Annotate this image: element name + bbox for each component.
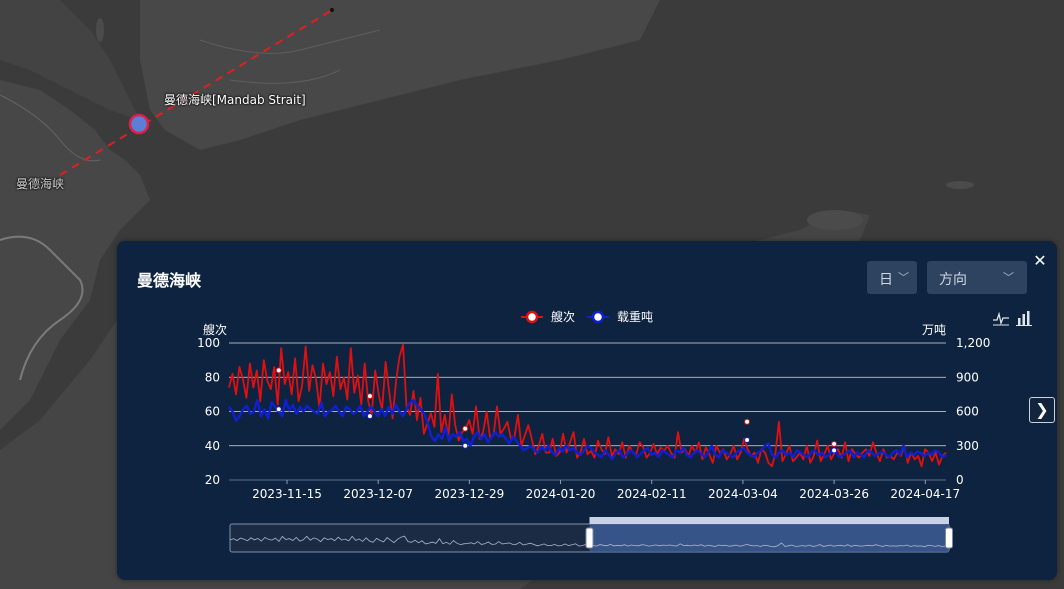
line-chart-icon[interactable]	[992, 309, 1010, 327]
legend-label-0: 艘次	[551, 309, 575, 324]
region-label: 曼德海峡	[16, 177, 65, 191]
x-tick-label: 2023-11-15	[252, 487, 322, 501]
y-right-tick-label: 1,200	[956, 336, 990, 350]
data-point-marker[interactable]	[366, 413, 373, 420]
direction-select-placeholder: 方向	[939, 272, 967, 288]
zoom-handle-right[interactable]	[945, 527, 953, 549]
y-right-tick-label: 900	[956, 370, 979, 384]
direction-select[interactable]: 方向 ﹀	[927, 261, 1027, 294]
zoom-handle-left[interactable]	[585, 527, 594, 549]
y-right-axis-label: 万吨	[922, 323, 946, 337]
period-select[interactable]: 日 ﹀	[867, 261, 917, 294]
y-left-axis-label: 艘次	[203, 322, 227, 337]
island	[96, 18, 104, 42]
data-point-marker[interactable]	[275, 406, 282, 413]
data-point-marker[interactable]	[462, 425, 469, 432]
legend-label-1: 载重吨	[617, 310, 653, 324]
data-point-marker[interactable]	[275, 367, 282, 374]
data-point-marker[interactable]	[744, 437, 751, 444]
y-left-tick-label: 40	[205, 439, 220, 453]
x-tick-label: 2024-01-20	[526, 487, 596, 501]
y-left-tick-label: 60	[205, 405, 220, 419]
chevron-right-icon[interactable]: ❯	[1029, 397, 1055, 423]
y-left-tick-label: 100	[197, 336, 220, 350]
shipping-route-line	[59, 9, 333, 176]
chevron-down-icon: ﹀	[898, 271, 909, 284]
strait-marker[interactable]	[128, 113, 150, 135]
series-line-tonnage	[228, 398, 947, 461]
zoom-window-bar[interactable]	[589, 517, 950, 524]
border-line	[229, 69, 341, 84]
border-line	[199, 29, 381, 54]
border-line	[0, 94, 101, 162]
y-right-tick-label: 600	[956, 405, 979, 419]
chevron-down-icon: ﹀	[1003, 271, 1014, 284]
arabia-land	[140, 0, 660, 150]
panel-title: 曼德海峡	[137, 271, 202, 290]
data-point-marker[interactable]	[831, 441, 838, 448]
close-icon[interactable]: ✕	[1033, 251, 1047, 270]
river-line	[0, 235, 84, 381]
y-right-tick-label: 0	[956, 473, 964, 487]
y-right-tick-label: 300	[956, 439, 979, 453]
bar-chart-icon[interactable]	[1015, 309, 1033, 327]
x-tick-label: 2024-04-17	[890, 487, 960, 501]
x-tick-label: 2023-12-07	[343, 487, 413, 501]
eritrea-land	[0, 0, 140, 120]
data-point-marker[interactable]	[462, 442, 469, 449]
x-tick-label: 2023-12-29	[435, 487, 505, 501]
zoom-window[interactable]	[589, 524, 950, 552]
island	[946, 181, 974, 189]
route-endpoint	[330, 8, 334, 12]
x-tick-label: 2024-03-04	[708, 487, 778, 501]
strait-info-panel: 100 1,200 80 900 60 600 40 300 20 0 艘次 万吨 2023-11-15…	[117, 241, 1057, 580]
legend-swatch-marker[interactable]	[525, 310, 539, 324]
y-left-tick-label: 20	[205, 473, 220, 487]
series-line-ships	[228, 343, 947, 468]
x-tick-label: 2024-02-11	[617, 487, 687, 501]
strait-label: 曼德海峡[Mandab Strait]	[164, 93, 306, 107]
island	[807, 210, 863, 230]
period-select-value: 日	[879, 272, 893, 288]
data-point-marker[interactable]	[366, 393, 373, 400]
y-left-tick-label: 80	[205, 370, 220, 384]
legend-swatch-marker[interactable]	[591, 310, 605, 324]
x-tick-label: 2024-03-26	[799, 487, 869, 501]
data-point-marker[interactable]	[744, 418, 751, 425]
data-point-marker[interactable]	[831, 447, 838, 454]
